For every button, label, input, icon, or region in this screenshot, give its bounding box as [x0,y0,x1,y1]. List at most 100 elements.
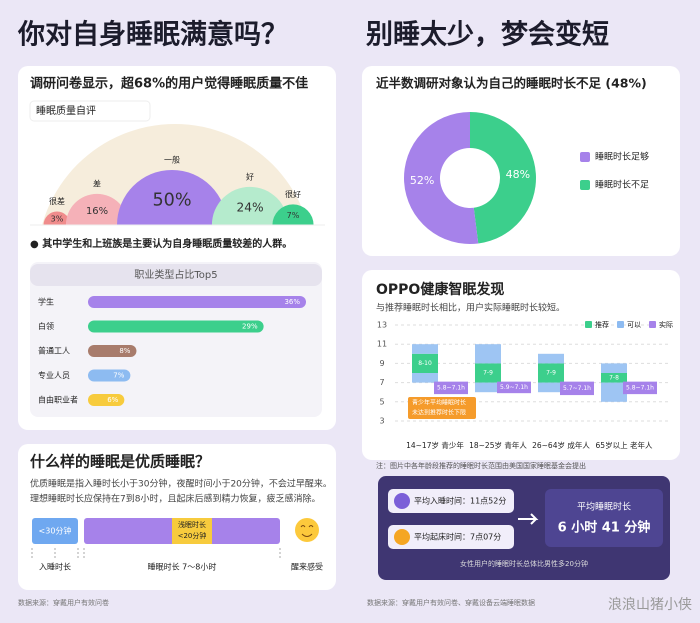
moon-icon [394,493,410,509]
range-bar [538,363,564,383]
sun-icon [394,529,410,545]
paragraph: 理想睡眠时长应保持在7到8小时，且起床后感到精力恢复，疲乏感消除。 [30,493,320,505]
range-label: 5.9~7.1h [500,384,528,391]
x-tick-label: 65岁以上 老年人 [596,440,653,450]
legend-label: 睡眠时长足够 [595,151,649,163]
onset-text: <30分钟 [39,526,72,536]
summary-footnote: 女性用户的睡眠时长总体比男性多20分钟 [460,559,588,568]
legend-label: 实际 [659,320,673,329]
right-title: 别睡太少，梦会变短 [366,19,609,51]
range-label: 8-10 [418,360,432,367]
emoji-face [300,525,314,537]
range-bar [412,353,438,373]
range-bar [475,382,501,393]
range-bar [538,353,564,364]
bar [88,345,137,357]
legend-swatch [585,321,592,328]
bar [88,394,125,406]
y-tick-label: 7 [379,378,384,387]
bubble [211,186,289,225]
card-heading: 调研问卷显示，超68%的用户觉得睡眠质量不佳 [30,76,308,92]
range-bar [475,363,501,383]
pie-slice [470,112,537,244]
arrow [518,513,539,525]
card [362,270,680,460]
bubble-category: 很差 [49,196,65,206]
range-bar [412,373,438,383]
range-bar [601,373,627,383]
timeline-label: 睡眠时长 7～8小时 [148,562,217,572]
bar-header [30,264,322,286]
card-subtitle: 与推荐睡眠时长相比，用户实际睡眠时长较短。 [376,302,565,314]
card-heading: 近半数调研对象认为自己的睡眠时长不足 (48%) [376,76,647,91]
range-label: 5.8~7.1h [437,384,465,391]
note: ● 其中学生和上班族是主要认为自身睡眠质量较差的人群。 [30,237,292,250]
card-title: OPPO健康智眠发现 [376,281,504,298]
bubble-label: 3% [51,214,64,223]
avg-box [545,489,663,547]
range-label: 5.7~7.1h [563,385,591,392]
value-label: 36% [284,298,300,306]
pie-slice [404,112,479,244]
emoji [295,518,319,542]
source: 数据来源：穿戴用户有效问卷、穿戴设备云端睡眠数据 [367,598,535,607]
bubble-category: 差 [93,178,101,188]
bubble-category: 好 [246,171,254,181]
pie-label: 52% [410,174,434,187]
light-sleep-text: 浅眠时长 [178,520,206,529]
y-tick-label: 5 [379,397,384,406]
y-tick-label: 11 [377,340,387,349]
left-title: 你对自身睡眠满意吗？ [17,19,288,51]
watermark: 浪浪山猪小侠 [608,597,692,613]
range-label: 7-9 [546,370,556,377]
category-label: 白领 [38,321,54,331]
note: 注：图片中各年龄段推荐的睡眠时长范围由美国国家睡眠基金会提出 [376,461,586,470]
bar [88,296,306,308]
bar [88,369,131,382]
light-sleep-box [172,518,212,544]
range-bar [475,344,501,364]
x-tick-label: 26~64岁 成年人 [532,440,590,450]
bar [88,320,264,333]
value-label: 29% [242,323,258,331]
bubble-label: 7% [287,211,300,220]
range-bar [497,381,531,394]
range-bar [538,382,564,393]
category-label: 自由职业者 [38,395,78,405]
bubble-label: 50% [152,190,191,210]
category-label: 学生 [38,297,54,307]
y-tick-label: 13 [377,321,387,330]
annotation: 青少年平均睡眠时长 [412,399,466,407]
y-tick-label: 9 [379,359,384,368]
annotation: 未达到推荐时长下限 [412,409,466,417]
value-label: 7% [113,372,124,380]
pie-label: 48% [506,168,530,181]
value-label: 8% [119,347,130,355]
summary-text: 平均起床时间：7点07分 [414,532,501,542]
range-label: 5.8~7.1h [626,384,654,391]
timeline-label: 醒来感受 [291,562,323,572]
y-tick-label: 3 [379,417,384,426]
x-tick-label: 18~25岁 青年人 [469,440,527,450]
range-bar [623,381,657,395]
x-tick-label: 14~17岁 青少年 [406,440,464,450]
bubble-label: 24% [236,200,263,214]
bar-title: 职业类型占比Top5 [134,268,217,281]
category-label: 普通工人 [38,346,70,356]
bubble-category: 很好 [285,189,301,199]
bubble [117,170,227,225]
bubble-label: 16% [86,206,108,217]
value-label: 6% [107,396,118,404]
bubble [65,193,129,225]
legend-label: 睡眠时长不足 [595,179,649,191]
light-sleep-text: <20分钟 [178,531,207,540]
range-bar [560,381,594,396]
range-bar [601,382,627,402]
avg-title: 平均睡眠时长 [577,501,631,513]
summary-text: 平均入睡时间：11点52分 [414,496,506,506]
avg-value: 6 小时 41 分钟 [558,520,651,536]
card-title: 什么样的睡眠是优质睡眠？ [30,453,210,471]
annotation-box [408,397,476,419]
range-label: 7-8 [609,374,619,381]
